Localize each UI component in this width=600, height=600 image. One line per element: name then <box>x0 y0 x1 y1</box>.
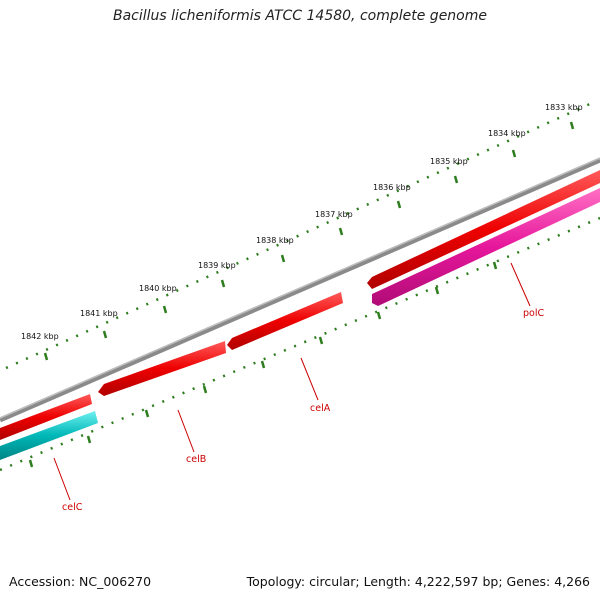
major-tick <box>453 175 459 184</box>
tick-label: 1837 kbp <box>315 210 353 219</box>
major-tick <box>280 254 286 263</box>
major-tick <box>102 330 108 339</box>
topology-text: Topology: circular; Length: 4,222,597 bp… <box>246 574 590 589</box>
accession-text: Accession: NC_006270 <box>9 574 152 589</box>
tick-label: 1842 kbp <box>21 332 59 341</box>
leader-line-polC <box>510 262 531 307</box>
leader-line-celB <box>177 409 195 453</box>
genome-backbone <box>0 157 600 423</box>
gene-label-celC: celC <box>62 502 83 513</box>
major-tick <box>144 409 150 418</box>
gene-polC-arrow <box>372 188 600 306</box>
forward-strand-feature-right <box>367 170 600 289</box>
map-title: Bacillus licheniformis ATCC 14580, compl… <box>113 8 487 24</box>
major-tick <box>318 336 324 345</box>
genome-backbone-highlight <box>0 157 600 419</box>
major-tick <box>396 200 402 209</box>
forward-strand-feature <box>0 394 92 440</box>
major-tick <box>511 149 517 158</box>
major-tick <box>492 261 498 270</box>
gene-label-celB: celB <box>186 454 206 465</box>
tick-label: 1841 kbp <box>80 309 118 318</box>
major-tick <box>43 352 49 361</box>
gene-label-polC: polC <box>523 308 544 319</box>
major-tick <box>260 360 266 369</box>
tick-label: 1835 kbp <box>430 157 468 166</box>
gene-celA-arrow <box>227 292 343 350</box>
major-tick <box>220 279 226 288</box>
major-tick <box>162 305 168 314</box>
major-tick <box>569 121 575 130</box>
tick-label: 1834 kbp <box>488 129 526 138</box>
tick-label: 1839 kbp <box>198 261 236 270</box>
gene-celB-arrow <box>98 341 226 396</box>
tick-label: 1833 kbp <box>545 103 583 112</box>
major-tick <box>376 311 382 320</box>
tick-label: 1836 kbp <box>373 183 411 192</box>
major-tick <box>202 385 208 394</box>
leader-line-celC <box>53 457 71 501</box>
leader-line-celA <box>300 357 319 401</box>
tick-label: 1840 kbp <box>139 284 177 293</box>
gene-label-celA: celA <box>310 403 331 414</box>
tick-label: 1838 kbp <box>256 236 294 245</box>
inner-tick-ring <box>0 216 600 472</box>
major-tick <box>338 227 344 236</box>
major-tick <box>28 459 34 468</box>
gene-celC-arrow <box>0 411 98 460</box>
major-tick <box>86 435 92 444</box>
major-tick <box>434 286 440 295</box>
